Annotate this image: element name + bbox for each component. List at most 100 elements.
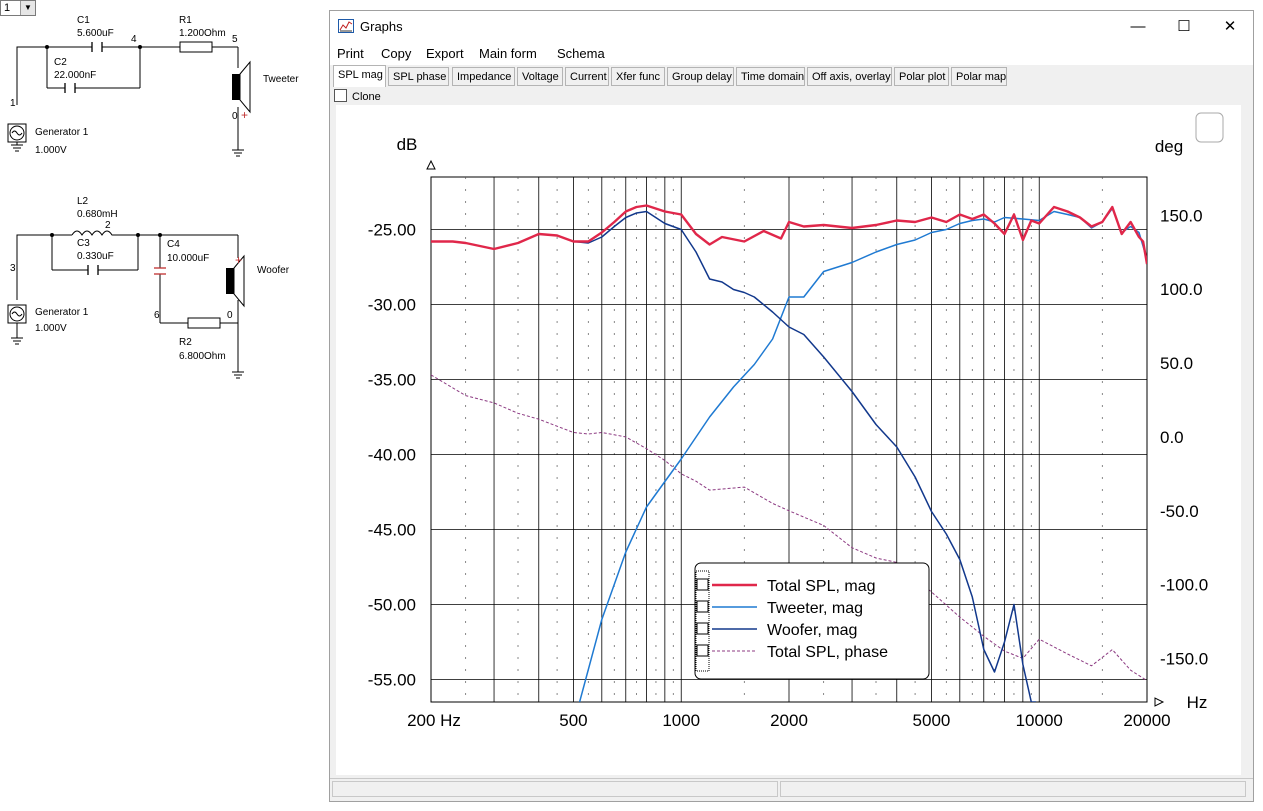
tab-spl-phase[interactable]: SPL phase [388, 67, 449, 86]
legend-label: Tweeter, mag [767, 600, 863, 617]
y-axis-label-right: deg [1155, 137, 1183, 156]
generator-label[interactable]: Generator 1 [35, 307, 89, 318]
y-axis-arrow [426, 159, 436, 170]
node-label: 6 [154, 310, 160, 321]
maximize-button[interactable]: ☐ [1177, 18, 1191, 35]
tab-bar: SPL mag SPL phase Impedance Voltage Curr… [330, 65, 1253, 87]
generator-value[interactable]: 1.000V [35, 323, 67, 334]
tab-current[interactable]: Current [565, 67, 609, 86]
node-label: 0 [232, 111, 238, 122]
speaker-icon: + [232, 60, 251, 122]
x-axis-arrow [1154, 697, 1165, 707]
status-panel [780, 781, 1246, 797]
resistor-r2 [187, 317, 221, 329]
legend-checkbox [696, 578, 709, 591]
window-title: Graphs [360, 19, 403, 34]
x-tick-label: 2000 [770, 711, 808, 730]
tab-xfer-func[interactable]: Xfer func [611, 67, 665, 86]
tweeter-label[interactable]: Tweeter [263, 74, 299, 85]
status-bar [330, 778, 1253, 801]
y-tick-label-right: 50.0 [1160, 354, 1193, 373]
y-tick-label-right: 0.0 [1160, 428, 1184, 447]
y-tick-label-left: -35.00 [368, 371, 416, 390]
y-tick-label-right: -150.0 [1160, 649, 1208, 668]
node-label: 0 [227, 310, 233, 321]
close-button[interactable]: ✕ [1223, 18, 1237, 35]
node-label: 5 [232, 34, 238, 45]
x-tick-label: 5000 [913, 711, 951, 730]
y-axis-label-left: dB [397, 135, 418, 154]
tab-spl-mag[interactable]: SPL mag [333, 65, 386, 87]
chevron-down-icon[interactable]: ▼ [20, 1, 35, 15]
y-tick-label-left: -25.00 [368, 221, 416, 240]
speaker-icon: + [226, 253, 245, 308]
clone-label: Clone [352, 91, 381, 103]
spl-chart[interactable]: -25.00 -30.00 -35.00 -40.00 -45.00 -50.00 -55.… [336, 105, 1241, 775]
y-tick-label-left: -30.00 [368, 296, 416, 315]
menu-copy[interactable]: Copy [381, 46, 412, 61]
menu-bar: Print Copy Export Main form Schema [330, 43, 1253, 65]
minimize-button[interactable]: — [1130, 18, 1146, 35]
tab-group-delay[interactable]: Group delay [667, 67, 734, 86]
y-tick-label-right: -50.0 [1160, 502, 1199, 521]
c4-label[interactable]: C4 [167, 239, 180, 250]
x-tick-label: 20000 [1123, 711, 1170, 730]
legend-checkbox [696, 644, 709, 657]
menu-main-form[interactable]: Main form [479, 46, 537, 61]
c1-label[interactable]: C1 [77, 15, 90, 26]
l2-value[interactable]: 0.680mH [77, 209, 118, 220]
circuit-selector[interactable]: 1 ▼ [0, 0, 36, 16]
x-axis-unit: Hz [1187, 693, 1208, 712]
status-panel [332, 781, 778, 797]
y-tick-label-right: 100.0 [1160, 280, 1203, 299]
resistor-r1 [179, 41, 213, 53]
generator-icon [7, 304, 27, 324]
c2-label[interactable]: C2 [54, 57, 67, 68]
r2-value[interactable]: 6.800Ohm [179, 351, 226, 362]
x-tick-label: 1000 [662, 711, 700, 730]
clone-option[interactable]: Clone [334, 89, 381, 103]
inductor-l2 [71, 230, 118, 236]
generator-value[interactable]: 1.000V [35, 145, 67, 156]
svg-text:+: + [235, 253, 242, 267]
tab-polar-plot[interactable]: Polar plot [894, 67, 949, 86]
menu-schema[interactable]: Schema [557, 46, 605, 61]
schematic-pane[interactable]: 1 ▼ [0, 0, 330, 811]
legend-toggle-column [695, 570, 710, 672]
generator-label[interactable]: Generator 1 [35, 127, 89, 138]
y-tick-label-left: -50.00 [368, 596, 416, 615]
c3-value[interactable]: 0.330uF [77, 251, 114, 262]
generator-icon [7, 123, 27, 143]
legend-checkbox [696, 600, 709, 613]
menu-export[interactable]: Export [426, 46, 464, 61]
ground-symbols [11, 144, 244, 379]
corner-box [1195, 112, 1224, 143]
clone-checkbox[interactable] [334, 89, 347, 102]
svg-text:+: + [241, 108, 248, 122]
series-line [431, 204, 1147, 265]
tab-polar-map[interactable]: Polar map [951, 67, 1007, 86]
tab-off-axis-overlay[interactable]: Off axis, overlay [807, 67, 892, 86]
r2-label[interactable]: R2 [179, 337, 192, 348]
tab-impedance[interactable]: Impedance [452, 67, 515, 86]
node-label: 1 [10, 98, 16, 109]
legend-label: Total SPL, phase [767, 644, 888, 661]
c3-label[interactable]: C3 [77, 238, 90, 249]
r1-label[interactable]: R1 [179, 15, 192, 26]
graph-window-icon [338, 19, 354, 33]
tab-time-domain[interactable]: Time domain [736, 67, 805, 86]
tab-voltage[interactable]: Voltage [517, 67, 563, 86]
schematic-wires: + + [7, 41, 251, 379]
node-label: 2 [105, 220, 111, 231]
l2-label[interactable]: L2 [77, 196, 89, 207]
node-label: 4 [131, 34, 137, 45]
title-bar[interactable]: Graphs — ☐ ✕ [330, 11, 1253, 43]
c2-value[interactable]: 22.000nF [54, 70, 97, 81]
r1-value[interactable]: 1.200Ohm [179, 28, 226, 39]
y-tick-label-left: -40.00 [368, 446, 416, 465]
menu-print[interactable]: Print [337, 46, 364, 61]
woofer-label[interactable]: Woofer [257, 265, 290, 276]
c4-value[interactable]: 10.000uF [167, 253, 210, 264]
plot-panel[interactable]: -25.00 -30.00 -35.00 -40.00 -45.00 -50.00 -55.… [336, 105, 1241, 775]
c1-value[interactable]: 5.600uF [77, 28, 114, 39]
